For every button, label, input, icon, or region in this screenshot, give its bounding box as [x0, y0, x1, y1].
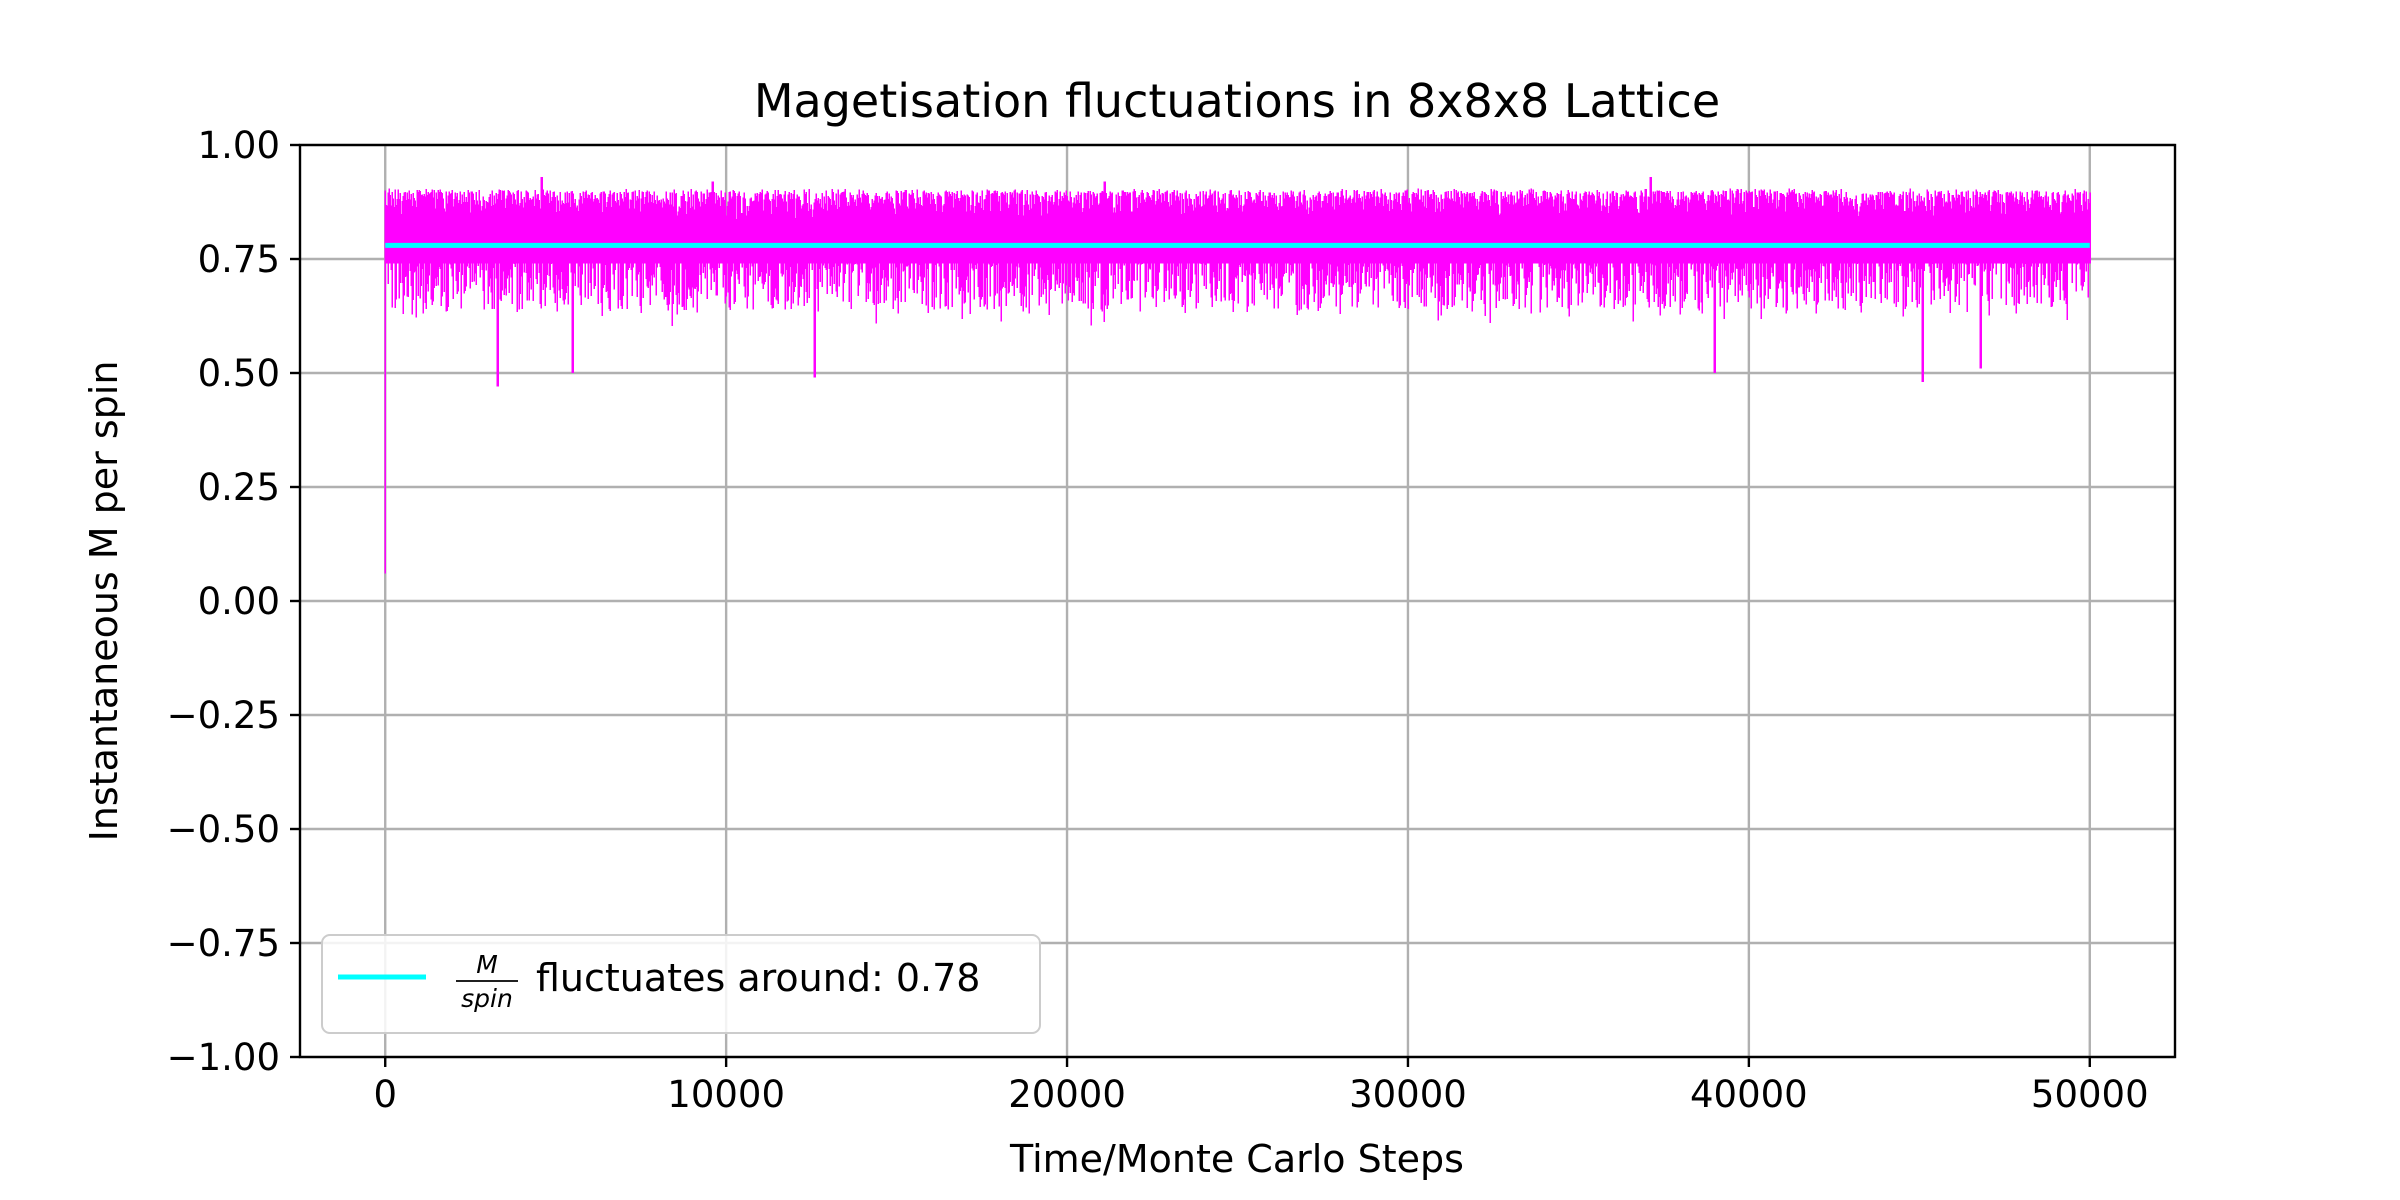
- x-tick-label: 10000: [667, 1073, 785, 1116]
- x-tick-label: 30000: [1349, 1073, 1467, 1116]
- magnetisation-series-line: [384, 176, 2091, 574]
- y-tick-label: −1.00: [167, 1036, 280, 1079]
- y-tick-label: −0.25: [167, 694, 280, 737]
- y-tick-label: 0.00: [198, 580, 280, 623]
- legend-box: [321, 934, 1041, 1034]
- legend: M spin fluctuates around: 0.78: [321, 934, 1041, 1034]
- x-axis-label: Time/Monte Carlo Steps: [1009, 1137, 1464, 1181]
- y-tick-label: −0.75: [167, 922, 280, 965]
- plot-area: [384, 176, 2091, 574]
- legend-fraction-denominator: spin: [461, 984, 513, 1013]
- y-axis-label: Instantaneous M per spin: [82, 361, 126, 842]
- y-tick-label: 0.25: [198, 466, 280, 509]
- axis-ticks: 0 10000 20000 30000 40000 50000 1.00 0.75 0.50 0.…: [167, 124, 2149, 1116]
- x-tick-label: 0: [373, 1073, 397, 1116]
- y-tick-label: −0.50: [167, 808, 280, 851]
- chart-title: Magetisation fluctuations in 8x8x8 Latti…: [754, 74, 1720, 128]
- y-tick-label: 0.50: [198, 352, 280, 395]
- legend-fraction-numerator: M: [476, 950, 498, 979]
- legend-label: fluctuates around: 0.78: [536, 956, 980, 1000]
- y-tick-label: 1.00: [198, 124, 280, 167]
- x-tick-label: 40000: [1690, 1073, 1808, 1116]
- x-tick-label: 50000: [2031, 1073, 2149, 1116]
- x-tick-label: 20000: [1008, 1073, 1126, 1116]
- y-tick-label: 0.75: [198, 238, 280, 281]
